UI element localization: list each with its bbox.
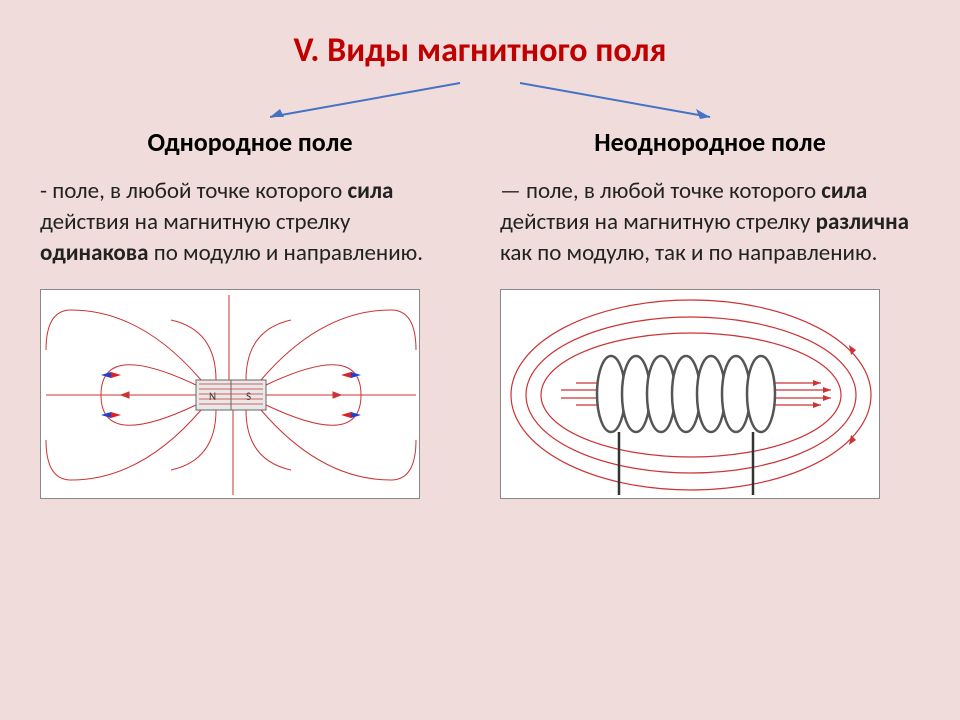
right-desc-post: как по модулю, так и по направлению.: [500, 239, 877, 267]
right-desc-bold1: сила: [821, 177, 867, 205]
branch-arrows: [40, 81, 920, 121]
left-desc: - поле, в любой точке которого сила дейс…: [40, 176, 460, 269]
slide-title: V. Виды магнитного поля: [40, 30, 920, 71]
right-desc-mid: действия на магнитную стрелку: [500, 208, 816, 236]
columns: Однородное поле - поле, в любой точке ко…: [40, 126, 920, 499]
left-diagram: N S: [40, 289, 420, 499]
right-diagram: [500, 289, 880, 499]
right-column: Неоднородное поле — поле, в любой точке …: [500, 126, 920, 499]
right-desc-pre: — поле, в любой точке которого: [500, 177, 821, 205]
right-desc: — поле, в любой точке которого сила дейс…: [500, 176, 920, 269]
left-desc-pre: - поле, в любой точке которого: [40, 177, 348, 205]
slide: V. Виды магнитного поля Однородное поле …: [0, 0, 960, 720]
solenoid-icon: [597, 356, 775, 432]
left-column: Однородное поле - поле, в любой точке ко…: [40, 126, 460, 499]
left-desc-bold2: одинакова: [40, 239, 149, 267]
compass-icon: [101, 372, 121, 378]
left-desc-mid: действия на магнитную стрелку: [40, 208, 350, 236]
left-desc-post: по модулю и направлению.: [149, 239, 424, 267]
left-desc-bold1: сила: [348, 177, 394, 205]
s-label: S: [246, 390, 251, 403]
left-subtitle: Однородное поле: [40, 126, 460, 158]
n-label: N: [209, 390, 216, 403]
right-subtitle: Неоднородное поле: [500, 126, 920, 158]
right-desc-bold2: различна: [816, 208, 909, 236]
